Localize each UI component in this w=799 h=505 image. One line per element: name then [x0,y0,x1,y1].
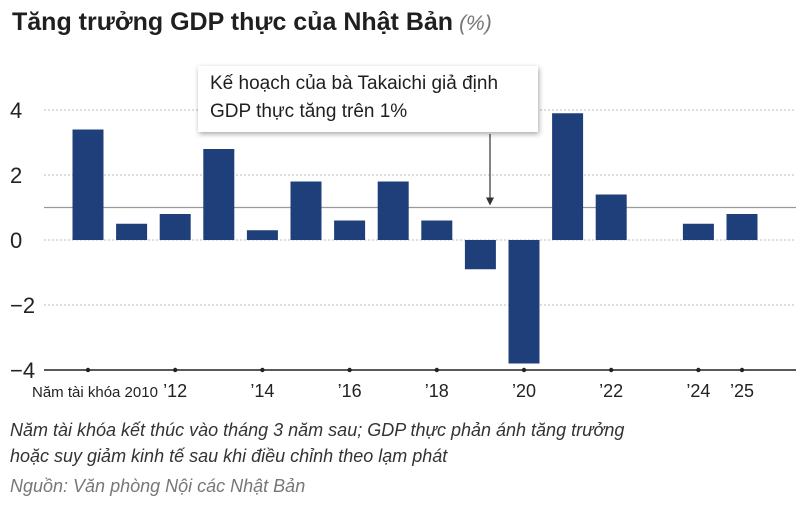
x-tick-label-2016: ’16 [338,381,362,401]
x-tick-label-2012: ’12 [163,381,187,401]
x-tick-dot-2016 [347,367,352,373]
annotation-callout: Kế hoạch của bà Takaichi giả định GDP th… [198,66,538,132]
x-tick-label-2014: ’14 [250,381,274,401]
x-tick-label-2018: ’18 [425,381,449,401]
y-tick-labels: 4 2 0 −2 −4 [10,98,35,383]
annotation-line-1: Kế hoạch của bà Takaichi giả định [210,73,499,94]
x-tick-dot-2018 [434,367,439,373]
source-note: Nguồn: Văn phòng Nội các Nhật Bản [10,476,306,496]
y-tick-label-4: 4 [10,98,22,123]
x-tick-label-2010: Năm tài khóa 2010 [32,384,158,401]
x-tick-dot-2010 [85,367,91,373]
x-tick-label-2020: ’20 [512,381,536,401]
y-tick-label-minus-4: −4 [10,358,35,383]
bar-2024 [682,223,714,240]
bar-2022 [595,194,627,240]
bar-2020 [508,240,540,364]
x-tick-dot-2014 [260,367,265,373]
annotation-line-2: GDP thực tăng trên 1% [210,101,408,122]
chart-unit: (%) [459,12,492,35]
footnote-line-1: Năm tài khóa kết thúc vào tháng 3 năm sa… [10,420,625,440]
x-tick-dot-2025 [739,367,745,373]
x-tick-dot-2024 [696,367,701,373]
bar-2010 [72,129,104,240]
x-tick-label-2025: ’25 [730,381,754,401]
arrow-head [486,197,494,206]
bar-2015 [290,181,322,240]
x-tick-labels: Năm tài khóa 2010 ’12 ’14 ’16 ’18 ’20 ’22 ’24 ’2… [32,381,754,401]
bar-2018 [421,220,453,240]
x-tick-dot-2020 [521,367,527,373]
bar-2013 [203,149,235,240]
bar-2011 [116,223,148,240]
annotation-arrow [486,134,494,206]
bars [72,113,758,364]
bar-2017 [377,181,409,240]
x-tick-label-2022: ’22 [599,381,623,401]
bar-2025 [726,214,758,240]
bar-2019 [464,240,496,270]
y-tick-label-minus-2: −2 [10,293,35,318]
bar-2016 [334,220,366,240]
footnote-line-2: hoặc suy giảm kinh tế sau khi điều chỉnh… [10,446,448,466]
y-tick-label-0: 0 [10,228,22,253]
chart-title-text: Tăng trưởng GDP thực của Nhật Bản [12,8,454,36]
bar-2014 [246,230,278,240]
x-tick-dot-2022 [609,367,614,373]
y-tick-label-2: 2 [10,163,22,188]
bar-2012 [159,214,191,240]
x-tick-label-2024: ’24 [686,381,710,401]
chart-title: Tăng trưởng GDP thực của Nhật Bản (%) [12,8,492,37]
x-tick-dot-2012 [173,367,178,373]
x-axis [44,367,796,373]
bar-2021 [552,113,584,240]
footnote: Năm tài khóa kết thúc vào tháng 3 năm sa… [10,417,790,469]
bar-chart: 4 2 0 −2 −4 Năm tài khóa 2010 ’12 ’14 ’16 ’18 ’20… [10,98,796,401]
